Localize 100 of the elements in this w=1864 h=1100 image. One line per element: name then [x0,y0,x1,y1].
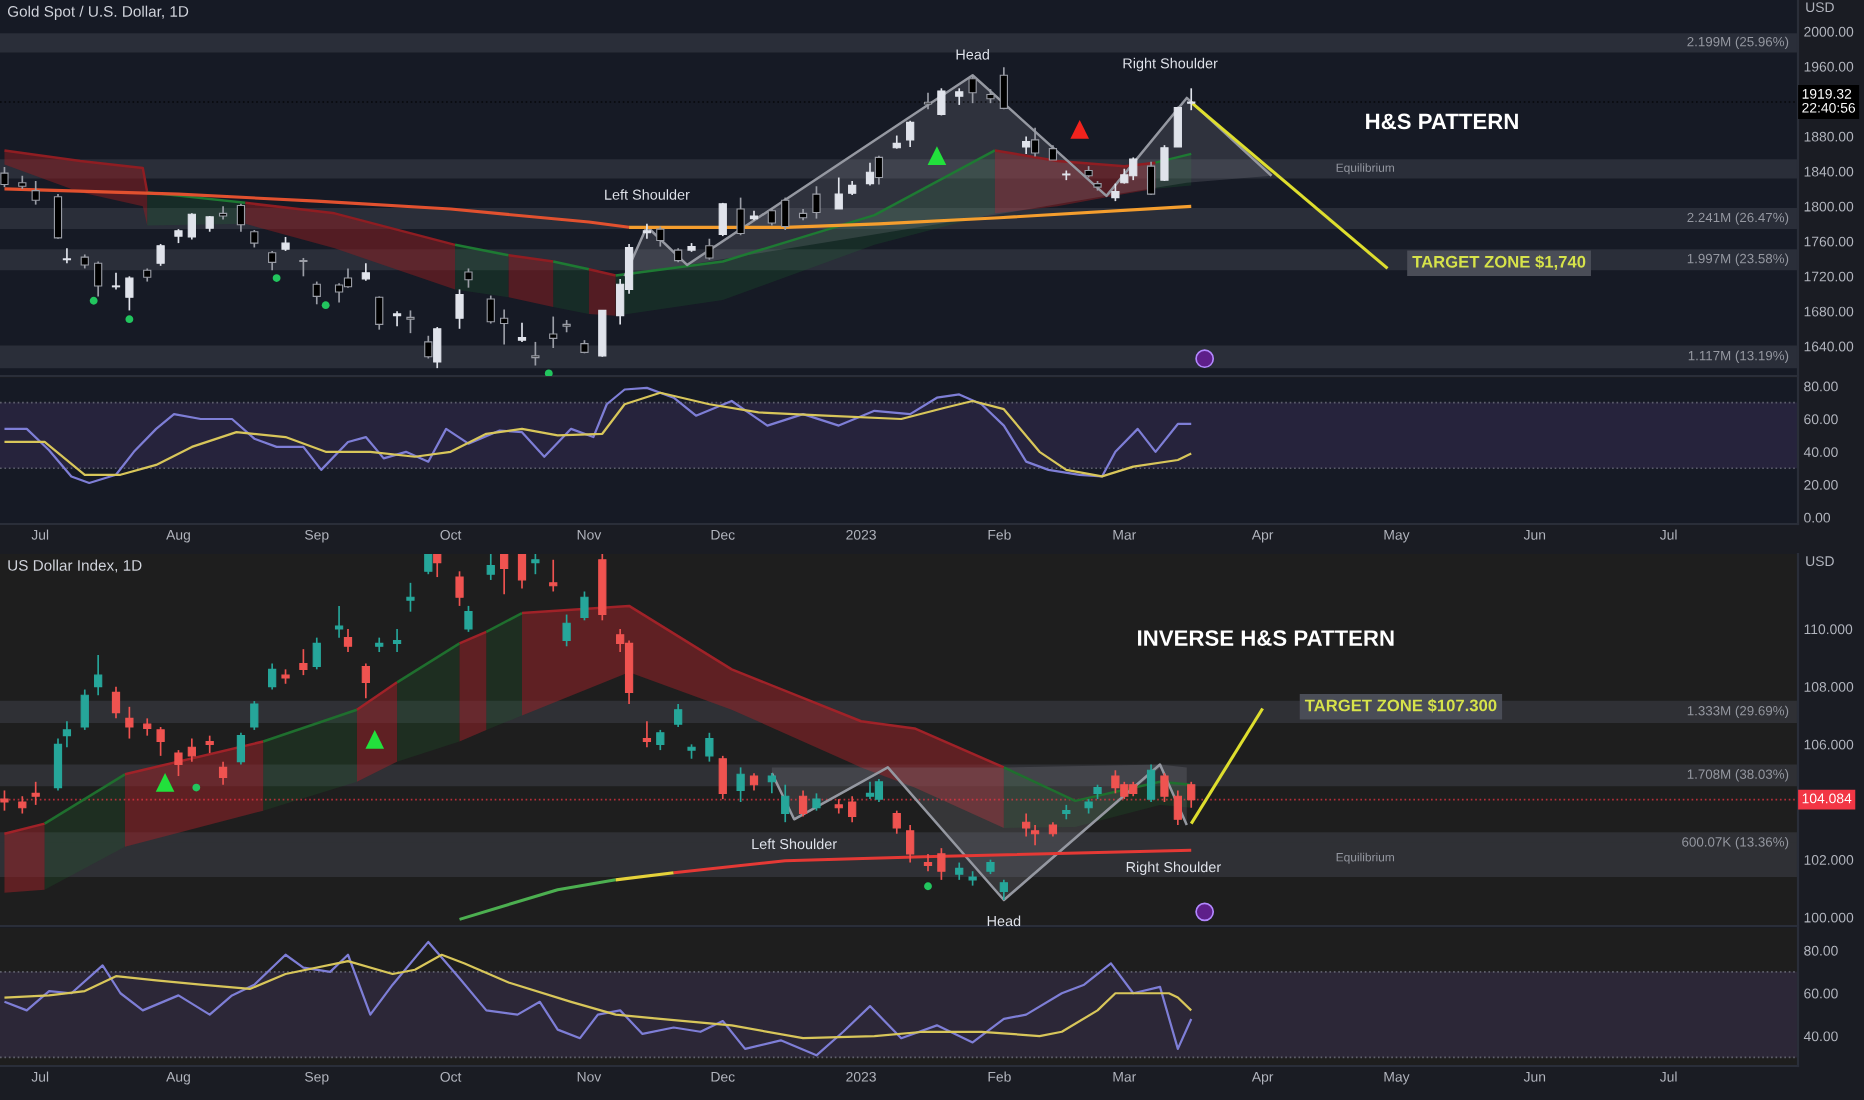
candlestick [236,202,246,233]
candlestick [187,737,196,763]
candlestick [94,654,103,697]
candlestick [674,703,683,728]
point [272,274,281,282]
candlestick [531,554,540,576]
candlestick [531,341,540,367]
candlestick [334,282,344,304]
candlestick [455,288,464,330]
point [125,315,134,324]
candlestick [767,772,776,795]
candlestick [174,749,183,777]
candlestick [848,795,857,824]
point [321,301,330,310]
candlestick [812,185,821,220]
candlestick [268,250,277,272]
candlestick [1160,772,1169,803]
candlestick [718,202,727,237]
candlestick [80,688,89,731]
line-series [520,604,1006,769]
candlestick [1187,87,1196,112]
candlestick [718,755,727,800]
candlestick [31,180,40,206]
candlestick [500,554,509,596]
candlestick [1030,824,1040,847]
candlestick [1173,105,1182,148]
candlestick [205,734,214,754]
candlestick [781,196,790,231]
candlestick [937,847,946,881]
candlestick [705,731,714,763]
candlestick [334,605,344,639]
candlestick [1030,126,1040,158]
candlestick [236,731,246,766]
candlestick [156,243,165,267]
candlestick [53,737,63,792]
candlestick [375,295,384,331]
candlestick [111,271,121,291]
point [365,730,385,749]
candlestick [125,275,134,312]
point [155,773,175,792]
candlestick [156,726,165,757]
annotation: H&S PATTERN [1366,113,1518,130]
point [924,882,932,891]
candlestick [580,590,589,622]
candlestick [361,662,370,700]
candlestick [834,176,843,210]
candlestick [874,154,884,186]
candlestick [1146,763,1156,803]
annotation: INVERSE H&S PATTERN [1138,630,1394,646]
candlestick [250,700,259,731]
candlestick [31,780,40,806]
candlestick [0,166,9,188]
candlestick [1173,789,1182,826]
candlestick [392,628,402,653]
point [1070,120,1090,139]
candlestick [906,119,915,148]
line-series [627,204,1193,229]
point [927,146,947,165]
candlestick [455,570,464,607]
candlestick [834,798,843,815]
line-series [3,940,1193,1057]
candlestick [736,766,745,803]
candlestick [549,558,558,593]
point [89,296,98,305]
candlestick [343,267,353,289]
candlestick [424,334,433,360]
candlestick [433,554,442,578]
line-series [3,149,149,194]
candlestick [865,161,875,187]
candlestick [500,308,509,346]
candlestick [906,824,915,864]
candlestick [125,706,134,740]
candlestick [642,223,652,240]
candlestick [781,783,790,824]
candlestick [562,613,571,648]
candlestick [53,193,63,240]
candlestick [736,196,745,237]
candlestick [999,879,1008,901]
candlestick [433,326,442,369]
candlestick [268,662,277,691]
candlestick [299,257,308,278]
candlestick [1160,144,1169,182]
line-series [2,187,631,229]
line-series [1002,766,1193,803]
candlestick [656,225,665,248]
candlestick [656,729,665,751]
candlestick [1022,812,1031,838]
candlestick [187,212,196,241]
candlestick [642,720,652,749]
candlestick [424,554,433,576]
candlestick [464,605,473,633]
candlestick [406,582,415,613]
candlestick [218,760,228,786]
candlestick [517,321,527,343]
candlestick [343,628,353,653]
candlestick [923,853,933,873]
line-series [3,953,1193,1040]
candlestick [299,648,308,676]
candlestick [486,554,495,581]
candlestick [0,789,9,812]
